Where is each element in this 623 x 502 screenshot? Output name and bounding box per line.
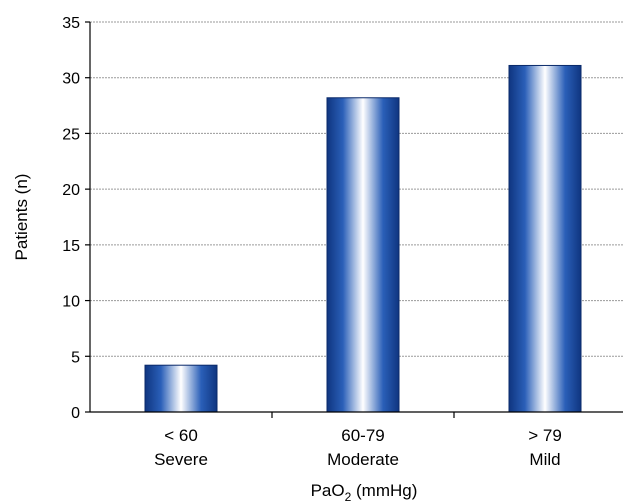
y-tick-label: 10 — [62, 294, 80, 311]
y-tick-label: 30 — [62, 71, 80, 88]
bar — [508, 64, 582, 413]
x-axis-title-main: PaO — [311, 481, 345, 500]
bars — [144, 64, 582, 413]
y-tick-label: 35 — [62, 15, 80, 32]
x-category-label: Moderate — [327, 450, 399, 469]
x-tick-label: < 60 — [164, 426, 198, 445]
x-tick-label: > 79 — [528, 426, 562, 445]
y-tick-label: 20 — [62, 182, 80, 199]
x-category-label: Mild — [529, 450, 560, 469]
y-tick-label: 0 — [71, 405, 80, 422]
y-ticks: 0 5 10 15 20 25 30 35 — [62, 15, 90, 422]
bar — [144, 364, 218, 413]
x-axis-title-unit: (mmHg) — [351, 481, 417, 500]
x-tick-label: 60-79 — [341, 426, 384, 445]
y-tick-label: 15 — [62, 238, 80, 255]
y-axis-title: Patients (n) — [12, 174, 31, 261]
y-tick-label: 5 — [71, 349, 80, 366]
bar — [326, 97, 400, 413]
x-axis-title: PaO2 (mmHg) — [311, 481, 418, 502]
y-tick-label: 25 — [62, 126, 80, 143]
x-ticks: < 60 Severe 60-79 Moderate > 79 Mild — [154, 412, 562, 469]
axes — [89, 22, 623, 413]
x-axis-title-subscript: 2 — [345, 490, 352, 502]
x-category-label: Severe — [154, 450, 208, 469]
